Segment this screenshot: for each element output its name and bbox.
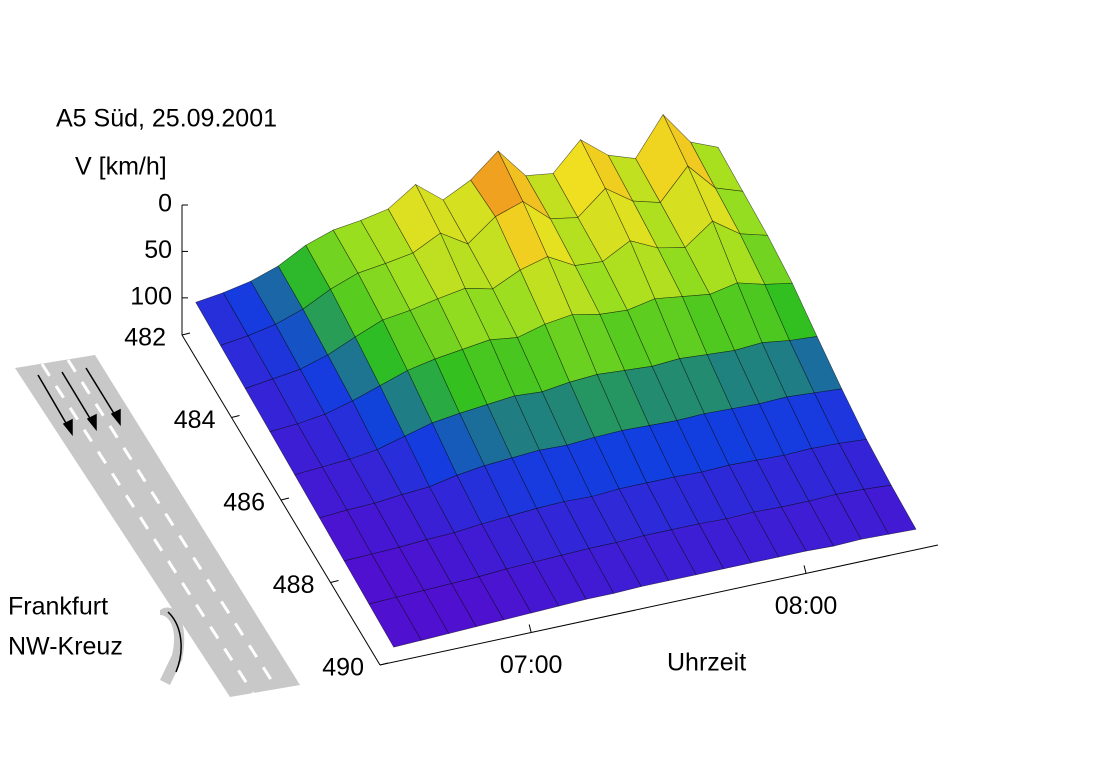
z-tick-label: 0 bbox=[158, 190, 172, 218]
x-tick-label: 08:00 bbox=[775, 592, 838, 620]
y-tick-label: 488 bbox=[273, 571, 315, 599]
y-tick-label: 484 bbox=[174, 406, 216, 434]
y-tick-label: 490 bbox=[322, 654, 364, 682]
x-tick bbox=[528, 624, 532, 633]
x-tick bbox=[803, 565, 807, 574]
annotation: NW-Kreuz bbox=[8, 633, 123, 661]
chart-title: A5 Süd, 25.09.2001 bbox=[56, 105, 277, 133]
y-tick bbox=[379, 662, 389, 666]
z-tick-label: 50 bbox=[144, 236, 172, 264]
y-tick bbox=[181, 332, 191, 336]
x-tick-label: 07:00 bbox=[500, 651, 563, 679]
y-tick-label: 482 bbox=[124, 324, 166, 352]
y-tick bbox=[280, 497, 290, 501]
y-tick bbox=[330, 580, 339, 583]
annotation: Frankfurt bbox=[8, 593, 108, 621]
x-axis-label: Uhrzeit bbox=[667, 649, 746, 677]
lane-arrows bbox=[37, 367, 121, 437]
z-tick-label: 100 bbox=[130, 282, 172, 310]
lane-markings bbox=[40, 359, 279, 694]
y-tick-label: 486 bbox=[223, 489, 265, 517]
y-tick bbox=[231, 415, 240, 418]
surface-cell bbox=[368, 596, 422, 648]
exit-arrow bbox=[167, 611, 182, 673]
z-axis-label: V [km/h] bbox=[75, 153, 167, 181]
x-axis bbox=[379, 544, 939, 666]
